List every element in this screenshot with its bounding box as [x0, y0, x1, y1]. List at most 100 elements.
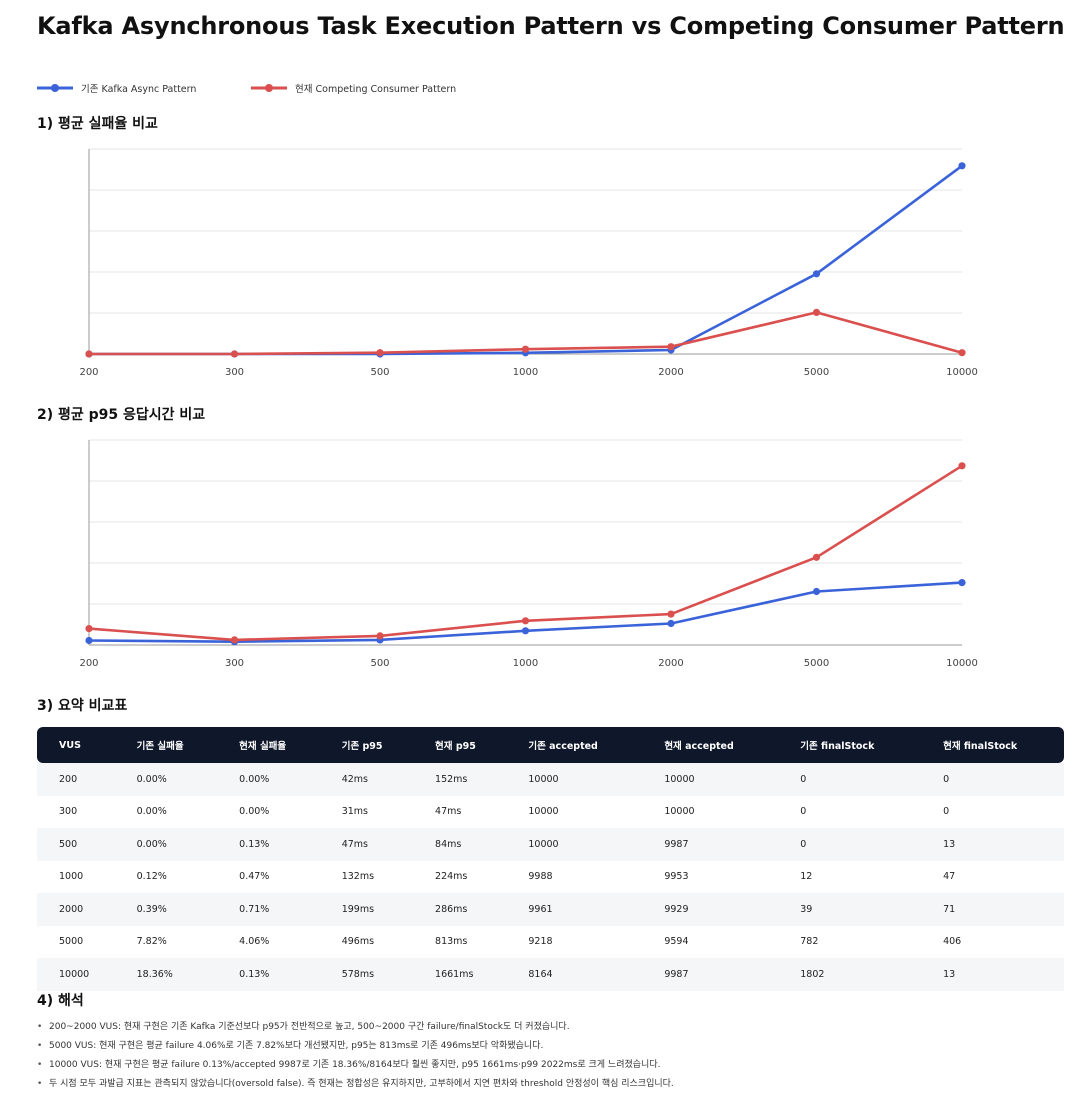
cell-old-finalstock: 12 — [778, 860, 922, 893]
cell-old-failure: 7.82% — [114, 925, 218, 958]
header-old-p95: 기존 p95 — [319, 727, 414, 763]
cell-new-p95: 1661ms — [413, 958, 507, 991]
x-tick-label: 300 — [225, 658, 244, 669]
cell-new-failure: 0.00% — [217, 763, 320, 796]
table-header-row: VUS 기존 실패율 현재 실패율 기존 p95 현재 p95 기존 accep… — [37, 727, 1064, 763]
header-old-finalstock: 기존 finalStock — [778, 727, 922, 763]
data-point — [812, 308, 821, 316]
cell-old-p95: 42ms — [319, 763, 414, 796]
x-tick-label: 500 — [370, 658, 389, 669]
header-new-accepted: 현재 accepted — [642, 727, 779, 763]
x-tick-label: 1000 — [513, 367, 538, 378]
table-row: 5000 7.82% 4.06% 496ms 813ms 9218 9594 782 406 — [37, 925, 1064, 958]
cell-old-failure: 18.36% — [114, 958, 218, 991]
cell-old-finalstock: 39 — [778, 893, 922, 926]
cell-vus: 200 — [37, 763, 115, 796]
cell-vus: 300 — [37, 795, 115, 828]
x-tick-label: 300 — [225, 367, 244, 378]
cell-old-finalstock: 782 — [778, 925, 922, 958]
cell-new-accepted: 9594 — [642, 925, 779, 958]
cell-old-failure: 0.00% — [114, 828, 218, 861]
cell-old-finalstock: 0 — [778, 828, 922, 861]
series-line-1 — [88, 464, 963, 642]
cell-new-finalstock: 71 — [921, 893, 1064, 926]
section-title-interpretation: 4) 해석 — [37, 993, 84, 1009]
cell-old-p95: 47ms — [319, 828, 414, 861]
cell-new-finalstock: 0 — [921, 795, 1064, 828]
cell-new-failure: 4.06% — [217, 925, 320, 958]
cell-new-finalstock: 406 — [921, 925, 1064, 958]
cell-vus: 10000 — [37, 958, 115, 991]
table-row: 500 0.00% 0.13% 47ms 84ms 10000 9987 0 13 — [37, 828, 1064, 861]
data-point — [958, 579, 966, 587]
legend-label-competing: 현재 Competing Consumer Pattern — [295, 84, 457, 95]
cell-old-accepted: 8164 — [506, 958, 643, 991]
cell-old-finalstock: 0 — [778, 763, 922, 796]
note-item: 두 시점 모두 과발급 지표는 관측되지 않았습니다(oversold fals… — [37, 1075, 1037, 1094]
cell-new-p95: 813ms — [413, 925, 507, 958]
data-point — [521, 345, 530, 353]
summary-table: VUS 기존 실패율 현재 실패율 기존 p95 현재 p95 기존 accep… — [37, 727, 1064, 991]
header-new-finalstock: 현재 finalStock — [921, 727, 1064, 763]
legend-swatch-red-icon — [251, 84, 287, 92]
cell-vus: 1000 — [37, 860, 115, 893]
x-tick-label: 2000 — [658, 658, 683, 669]
cell-old-accepted: 9988 — [506, 860, 643, 893]
cell-new-accepted: 10000 — [642, 763, 779, 796]
cell-new-finalstock: 13 — [921, 828, 1064, 861]
notes-list: 200~2000 VUS: 현재 구현은 기존 Kafka 기준선보다 p95가… — [37, 1018, 1037, 1094]
cell-vus: 5000 — [37, 925, 115, 958]
legend: 기존 Kafka Async Pattern 현재 Competing Cons… — [37, 80, 637, 96]
data-point — [521, 627, 530, 635]
table-row: 2000 0.39% 0.71% 199ms 286ms 9961 9929 39 71 — [37, 893, 1064, 926]
failure-rate-chart: 200 300 500 1000 2000 5000 10000 — [79, 148, 978, 378]
x-tick-label: 5000 — [804, 658, 829, 669]
data-point — [230, 350, 239, 358]
cell-old-failure: 0.12% — [114, 860, 218, 893]
table-row: 300 0.00% 0.00% 31ms 47ms 10000 10000 0 0 — [37, 795, 1064, 828]
data-point — [85, 625, 93, 633]
table-row: 1000 0.12% 0.47% 132ms 224ms 9988 9953 12 47 — [37, 860, 1064, 893]
cell-vus: 500 — [37, 828, 115, 861]
cell-new-accepted: 9987 — [642, 828, 779, 861]
cell-vus: 2000 — [37, 893, 115, 926]
cell-new-p95: 286ms — [413, 893, 507, 926]
data-point — [812, 553, 821, 561]
data-point — [667, 343, 675, 351]
cell-old-finalstock: 0 — [778, 795, 922, 828]
cell-old-p95: 578ms — [319, 958, 414, 991]
cell-new-failure: 0.71% — [217, 893, 320, 926]
cell-new-finalstock: 47 — [921, 860, 1064, 893]
data-point — [812, 587, 821, 596]
cell-new-accepted: 10000 — [642, 795, 779, 828]
cell-old-failure: 0.39% — [114, 893, 218, 926]
legend-item-competing: 현재 Competing Consumer Pattern — [251, 80, 456, 96]
header-old-accepted: 기존 accepted — [506, 727, 643, 763]
cell-new-p95: 152ms — [413, 763, 507, 796]
table-body: 200 0.00% 0.00% 42ms 152ms 10000 10000 0 0 300 0.0… — [37, 763, 1064, 991]
data-point — [521, 617, 530, 625]
cell-old-accepted: 9218 — [506, 925, 643, 958]
section-title-p95: 2) 평균 p95 응답시간 비교 — [37, 407, 206, 423]
note-item: 5000 VUS: 현재 구현은 평균 failure 4.06%로 기존 7.… — [37, 1037, 1037, 1056]
p95-chart: 200 300 500 1000 2000 5000 10000 — [79, 439, 978, 669]
cell-new-failure: 0.13% — [217, 828, 320, 861]
x-tick-label: 10000 — [946, 367, 978, 378]
x-tick-label: 5000 — [804, 367, 829, 378]
data-point — [667, 619, 675, 628]
header-new-failure: 현재 실패율 — [217, 727, 320, 763]
data-point — [85, 350, 93, 358]
x-tick-label: 500 — [370, 367, 389, 378]
cell-new-p95: 84ms — [413, 828, 507, 861]
cell-new-finalstock: 13 — [921, 958, 1064, 991]
x-tick-label: 200 — [79, 658, 98, 669]
cell-new-finalstock: 0 — [921, 763, 1064, 796]
header-vus: VUS — [37, 727, 115, 763]
cell-old-accepted: 10000 — [506, 795, 643, 828]
cell-new-failure: 0.13% — [217, 958, 320, 991]
legend-label-kafka: 기존 Kafka Async Pattern — [81, 84, 197, 95]
note-item: 10000 VUS: 현재 구현은 평균 failure 0.13%/accep… — [37, 1056, 1037, 1075]
page-title: Kafka Asynchronous Task Execution Patter… — [37, 12, 1065, 40]
data-point — [376, 632, 384, 640]
table-row: 200 0.00% 0.00% 42ms 152ms 10000 10000 0 0 — [37, 763, 1064, 796]
